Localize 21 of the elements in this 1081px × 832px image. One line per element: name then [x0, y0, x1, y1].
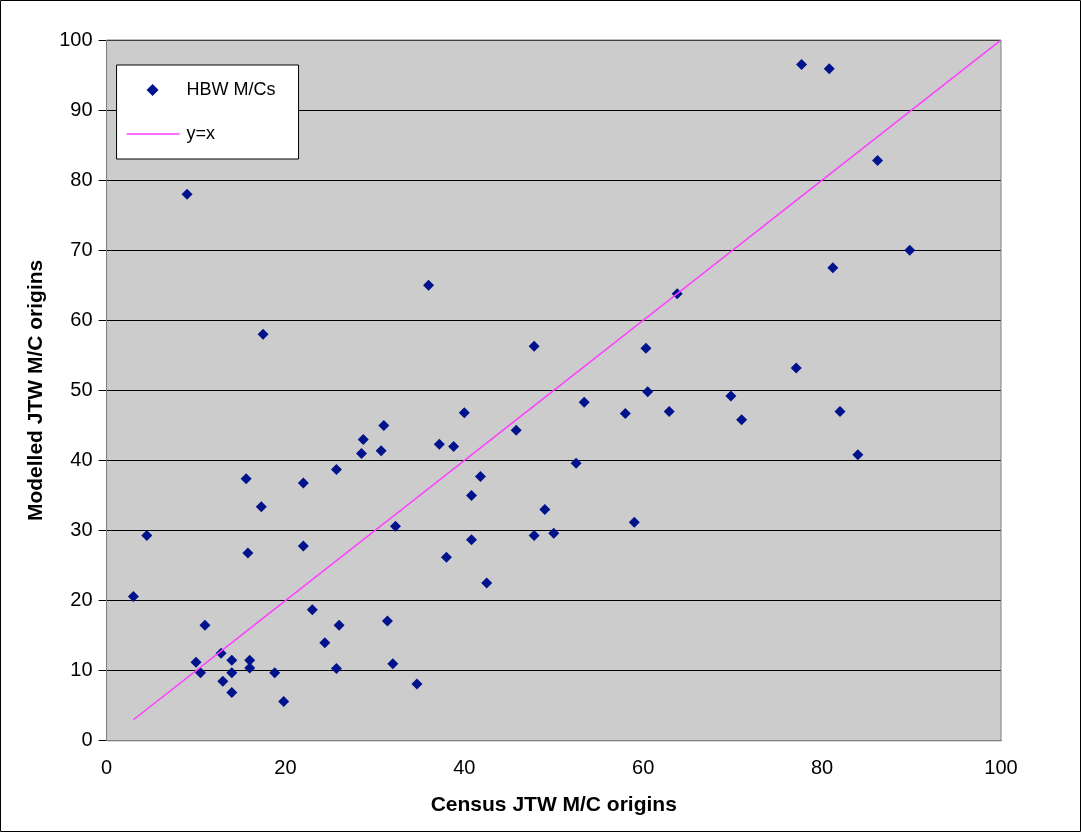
y-tick-label: 80 — [70, 167, 93, 190]
y-tick-label: 10 — [70, 658, 93, 681]
x-tick-label: 40 — [453, 756, 476, 779]
x-tick-label: 0 — [101, 756, 113, 779]
y-axis-title: Modelled JTW M/C origins — [23, 259, 47, 522]
y-tick-label: 90 — [70, 97, 93, 120]
x-tick-label: 100 — [984, 756, 1018, 779]
y-tick-label: 30 — [70, 518, 93, 541]
y-tick-label: 100 — [59, 27, 93, 50]
y-tick-label: 20 — [70, 588, 93, 611]
y-tick-label: 50 — [70, 377, 93, 400]
x-axis-title: Census JTW M/C origins — [430, 792, 677, 816]
x-tick-label: 80 — [810, 756, 834, 779]
x-tick-label: 60 — [632, 756, 655, 779]
y-tick-label: 0 — [81, 728, 93, 751]
y-tick-label: 60 — [70, 307, 93, 330]
legend-label: HBW M/Cs — [186, 78, 276, 99]
x-tick-label: 20 — [274, 756, 297, 779]
legend-label: y=x — [186, 122, 216, 143]
y-tick-label: 40 — [70, 448, 93, 470]
y-tick-label: 70 — [70, 237, 93, 260]
